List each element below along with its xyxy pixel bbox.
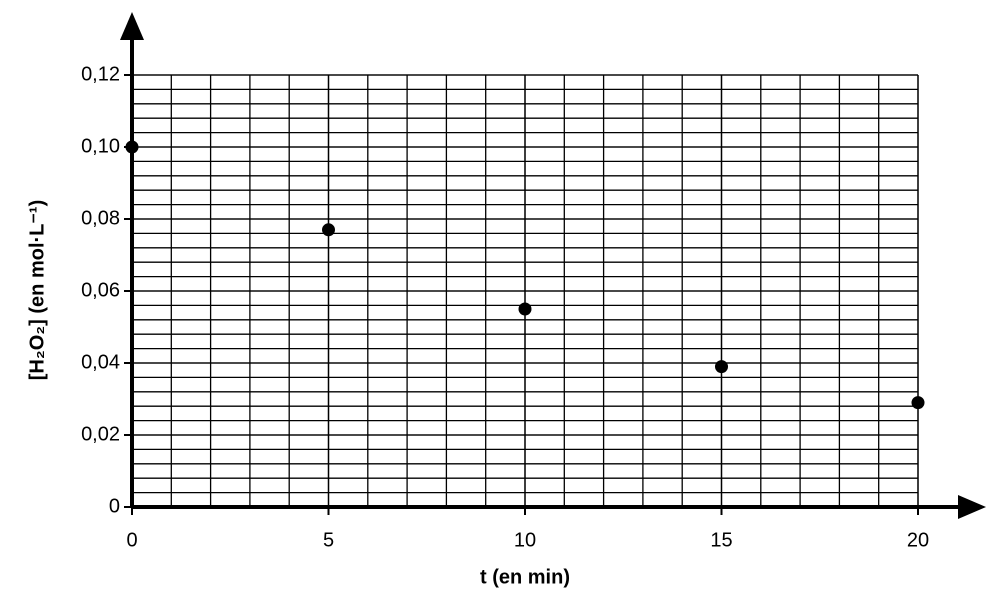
y-tick-label: 0,10 bbox=[81, 135, 120, 157]
x-axis-title: t (en min) bbox=[480, 566, 570, 588]
x-tick-label: 5 bbox=[323, 529, 334, 551]
x-tick-label: 10 bbox=[514, 529, 536, 551]
y-axis-arrow bbox=[120, 12, 144, 40]
y-tick-label: 0,08 bbox=[81, 207, 120, 229]
x-axis-arrow bbox=[958, 495, 986, 519]
y-tick-label: 0,12 bbox=[81, 63, 120, 85]
y-tick-label: 0,04 bbox=[81, 351, 120, 373]
y-tick-label: 0,02 bbox=[81, 423, 120, 445]
data-point bbox=[911, 396, 925, 410]
data-point bbox=[125, 140, 139, 154]
data-point bbox=[322, 223, 335, 237]
x-tick-label: 0 bbox=[126, 529, 137, 551]
grid bbox=[131, 74, 919, 508]
data-point bbox=[518, 302, 532, 316]
x-tick-label: 20 bbox=[907, 529, 929, 551]
data-point bbox=[715, 360, 728, 374]
x-tick-label: 15 bbox=[710, 529, 732, 551]
y-axis-title: [H₂O₂] (en mol·L⁻¹) bbox=[26, 200, 48, 381]
y-tick-label: 0,06 bbox=[81, 279, 120, 301]
y-tick-label: 0 bbox=[109, 495, 120, 517]
